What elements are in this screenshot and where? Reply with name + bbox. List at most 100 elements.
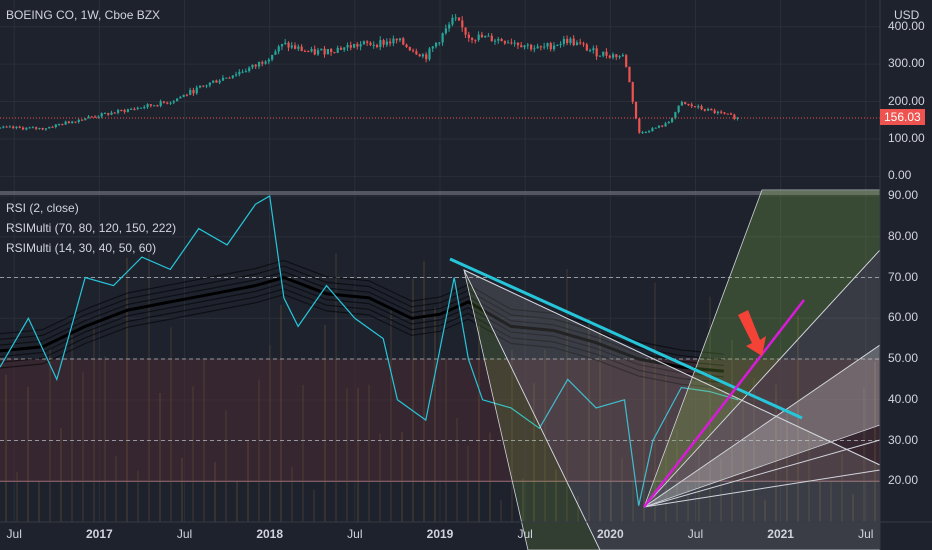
candle-body xyxy=(139,107,143,109)
candle-body xyxy=(113,112,116,114)
candle-body xyxy=(238,71,241,75)
candle-body xyxy=(67,121,71,124)
candle-body xyxy=(241,71,244,73)
rsi-tick-label: 20.00 xyxy=(888,473,919,488)
candle-body xyxy=(703,109,706,111)
rsimulti-line-6 xyxy=(0,259,724,355)
candle-body xyxy=(592,48,595,51)
candle-body xyxy=(156,105,159,107)
candle-body xyxy=(434,43,438,47)
candle-body xyxy=(84,118,87,121)
rsimulti-line-3 xyxy=(0,275,725,373)
candle-body xyxy=(549,43,552,50)
candle-body xyxy=(44,128,48,130)
candle-body xyxy=(280,44,284,47)
candle-body xyxy=(713,110,716,114)
candle-body xyxy=(313,49,316,55)
candle-body xyxy=(667,121,670,124)
candle-body xyxy=(615,54,618,58)
candle-body xyxy=(244,71,248,73)
candle-body xyxy=(221,77,225,81)
candle-body xyxy=(451,17,454,25)
candle-body xyxy=(402,38,405,45)
candle-body xyxy=(392,38,395,44)
candle-body xyxy=(454,17,457,19)
candle-body xyxy=(159,101,162,107)
candle-body xyxy=(631,82,634,102)
candle-body xyxy=(277,46,280,52)
candle-body xyxy=(264,61,267,64)
candle-body xyxy=(464,27,467,35)
candle-body xyxy=(179,96,182,99)
candle-body xyxy=(58,124,61,126)
candle-body xyxy=(628,66,631,83)
rsi-tick-label: 50.00 xyxy=(888,351,919,365)
candle-body xyxy=(5,126,8,128)
candle-body xyxy=(625,55,628,67)
candle-body xyxy=(585,44,588,51)
price-tick-label: 400.00 xyxy=(888,18,925,33)
candle-body xyxy=(448,24,451,29)
candle-body xyxy=(2,126,5,128)
candle-body xyxy=(120,110,123,112)
candle-body xyxy=(497,39,500,41)
candle-body xyxy=(421,54,425,57)
rsi-tick-label: 30.00 xyxy=(888,432,919,447)
candle-body xyxy=(90,116,93,118)
candle-body xyxy=(562,38,566,44)
candle-body xyxy=(611,54,615,58)
candle-body xyxy=(343,47,346,50)
candle-body xyxy=(251,64,254,68)
candle-body xyxy=(25,127,28,130)
candle-body xyxy=(457,17,461,21)
candle-body xyxy=(490,35,493,42)
candle-body xyxy=(153,105,156,107)
time-tick-label: Jul xyxy=(517,527,533,541)
candle-body xyxy=(736,117,739,119)
candle-body xyxy=(110,112,113,115)
candle-body xyxy=(595,48,598,57)
time-tick-label: 2019 xyxy=(426,527,454,541)
candle-body xyxy=(507,42,510,44)
candle-body xyxy=(503,41,507,44)
candle-body xyxy=(126,109,130,112)
candle-body xyxy=(41,127,44,130)
candle-body xyxy=(389,41,392,44)
candle-body xyxy=(294,45,297,49)
candle-body xyxy=(500,39,503,42)
candle-body xyxy=(130,108,133,110)
rsi-tick-label: 40.00 xyxy=(888,391,919,406)
candle-body xyxy=(674,112,677,119)
candle-body xyxy=(582,43,585,45)
candle-body xyxy=(323,48,326,55)
candle-body xyxy=(638,118,641,133)
candle-body xyxy=(339,47,343,50)
candle-body xyxy=(15,126,18,128)
candle-body xyxy=(589,50,592,52)
candle-body xyxy=(375,44,379,48)
candle-body xyxy=(664,123,667,127)
candle-body xyxy=(484,36,487,38)
candle-body xyxy=(300,46,303,51)
candle-body xyxy=(477,34,480,40)
candle-body xyxy=(149,104,152,106)
candle-body xyxy=(71,121,74,124)
time-tick-label: Jul xyxy=(687,527,704,541)
candle-body xyxy=(723,112,726,114)
candle-body xyxy=(100,113,103,117)
rsi-tick-label: 60.00 xyxy=(888,310,919,325)
candle-body xyxy=(654,127,657,129)
candle-body xyxy=(670,118,674,122)
candle-body xyxy=(212,80,215,83)
time-tick-label: Jul xyxy=(858,527,874,541)
candle-body xyxy=(710,108,713,111)
candle-body xyxy=(18,126,21,128)
candle-body xyxy=(641,132,644,134)
candle-body xyxy=(536,46,539,49)
candle-body xyxy=(225,77,228,79)
candle-body xyxy=(133,108,136,110)
candle-body xyxy=(556,44,559,46)
candle-body xyxy=(428,48,431,60)
pane-separator xyxy=(0,191,932,195)
candle-body xyxy=(651,128,654,132)
